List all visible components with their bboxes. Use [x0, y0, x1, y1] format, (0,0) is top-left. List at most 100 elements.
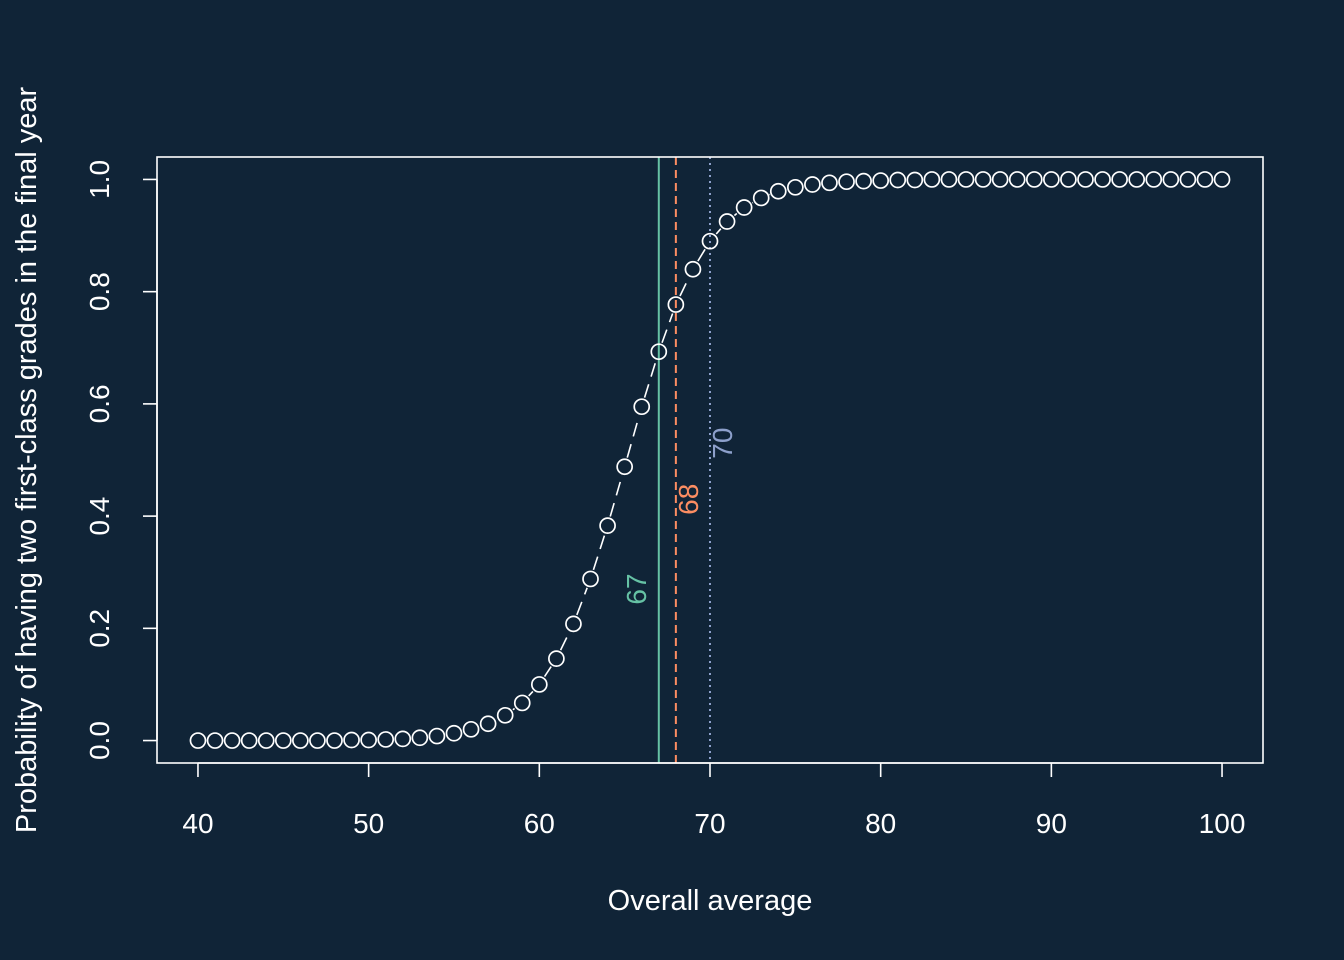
data-point: [1179, 171, 1197, 188]
connector-segment: [679, 277, 690, 297]
data-point: [718, 213, 736, 230]
reference-label-68: 68: [673, 484, 704, 515]
connector-segment: [733, 212, 738, 217]
data-point: [1162, 171, 1180, 188]
x-tick-label: 100: [1199, 808, 1246, 839]
data-point: [1060, 171, 1077, 188]
data-point: [445, 724, 463, 742]
data-point: [343, 731, 360, 749]
connector-segment: [643, 360, 657, 398]
data-point: [377, 731, 395, 748]
y-tick-label: 1.0: [84, 160, 115, 199]
data-point: [548, 650, 565, 667]
data-point: [206, 732, 224, 749]
reference-label-70: 70: [707, 428, 738, 459]
data-point: [735, 199, 753, 216]
x-tick-label: 50: [353, 808, 384, 839]
connector-segment: [512, 707, 516, 711]
connector-segment: [697, 248, 706, 262]
dashed-connector: [496, 193, 771, 721]
y-axis-title: Probability of having two first-class gr…: [11, 87, 43, 834]
data-point: [804, 176, 821, 193]
data-point: [292, 732, 309, 749]
data-point: [838, 173, 855, 191]
data-point: [889, 171, 907, 189]
data-point: [513, 694, 531, 712]
data-point: [855, 172, 872, 190]
data-point: [752, 189, 770, 207]
y-tick-label: 0.6: [84, 384, 115, 423]
reference-label-67: 67: [621, 573, 652, 604]
connector-segment: [626, 415, 640, 458]
connector-segment: [576, 587, 588, 616]
data-point: [906, 171, 924, 189]
connector-segment: [661, 313, 674, 344]
data-point: [1145, 171, 1163, 188]
data-point: [326, 732, 343, 749]
data-point: [189, 732, 207, 749]
data-points: [189, 171, 1231, 749]
connector-segment: [559, 632, 570, 651]
connector-segment: [528, 690, 534, 697]
data-point: [582, 570, 599, 588]
data-point: [667, 296, 685, 313]
y-tick-label: 0.2: [84, 609, 115, 648]
data-point: [1077, 171, 1094, 188]
data-point: [633, 398, 651, 416]
data-point: [274, 732, 292, 749]
data-point: [462, 720, 480, 738]
data-point: [1213, 171, 1231, 188]
connector-segment: [609, 475, 623, 517]
data-point: [599, 517, 616, 535]
data-point: [786, 178, 804, 196]
x-tick-label: 40: [182, 808, 213, 839]
x-axis-title: Overall average: [608, 885, 813, 917]
data-point: [974, 171, 992, 188]
data-point: [1025, 171, 1043, 188]
data-point: [872, 172, 890, 189]
data-point: [821, 174, 838, 192]
connector-segment: [715, 228, 722, 235]
data-point: [360, 731, 377, 749]
data-point: [940, 171, 958, 188]
y-tick-label: 0.8: [84, 272, 115, 311]
y-tick-label: 0.0: [84, 721, 115, 760]
data-point: [309, 732, 326, 749]
data-point: [565, 615, 582, 633]
data-point: [394, 730, 412, 748]
data-point: [991, 171, 1009, 188]
data-point: [923, 171, 941, 188]
x-tick-label: 60: [524, 808, 555, 839]
data-point: [1128, 171, 1146, 188]
data-point: [1008, 171, 1026, 188]
data-point: [684, 260, 702, 278]
y-axis: 0.0 0.2 0.4 0.6 0.8 1.0: [84, 160, 158, 760]
data-point: [496, 706, 514, 724]
data-point: [257, 732, 275, 749]
data-point: [240, 732, 258, 749]
connector-segment: [592, 534, 606, 571]
x-tick-label: 80: [865, 808, 896, 839]
y-tick-label: 0.4: [84, 497, 115, 536]
data-point: [1094, 171, 1111, 188]
x-tick-label: 70: [694, 808, 725, 839]
data-point: [1196, 171, 1214, 188]
x-tick-label: 90: [1036, 808, 1067, 839]
data-point: [769, 182, 787, 200]
data-point: [701, 232, 719, 250]
data-point: [411, 729, 429, 747]
connector-segment: [543, 666, 552, 677]
data-point: [530, 676, 548, 693]
data-point: [616, 458, 634, 476]
data-point: [479, 715, 497, 733]
data-point: [957, 171, 975, 188]
data-point: [223, 732, 241, 749]
data-point: [650, 343, 668, 361]
data-point: [1111, 171, 1128, 188]
data-point: [428, 727, 446, 745]
data-point: [1043, 171, 1060, 188]
x-axis: 40 50 60 70 80 90 100: [182, 762, 1246, 839]
